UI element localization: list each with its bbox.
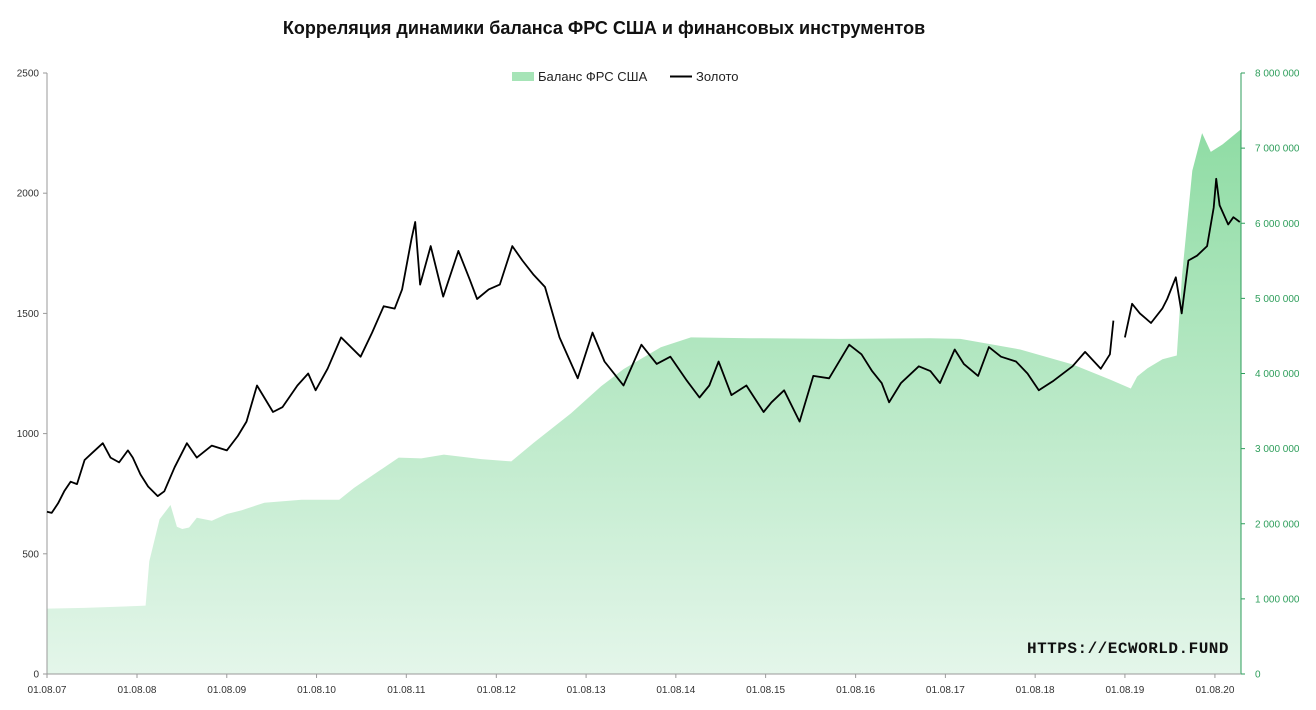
balance-area xyxy=(47,129,1241,675)
right-tick-label: 3 000 000 xyxy=(1255,444,1300,455)
x-tick-label: 01.08.12 xyxy=(477,685,516,696)
gold-line xyxy=(46,177,1241,514)
legend-swatch-balance xyxy=(512,72,534,81)
left-tick-label: 2000 xyxy=(17,189,40,200)
left-tick-label: 2500 xyxy=(17,69,40,80)
right-tick-label: 5 000 000 xyxy=(1255,294,1300,305)
right-tick-label: 7 000 000 xyxy=(1255,144,1300,155)
balance-area-series xyxy=(47,129,1241,675)
right-tick-label: 4 000 000 xyxy=(1255,369,1300,380)
legend-label-balance: Баланс ФРС США xyxy=(538,69,648,84)
x-tick-label: 01.08.09 xyxy=(207,685,246,696)
right-tick-label: 8 000 000 xyxy=(1255,69,1300,80)
left-tick-label: 0 xyxy=(33,670,39,681)
gold-line-series xyxy=(46,177,1241,514)
x-tick-label: 01.08.15 xyxy=(746,685,785,696)
x-tick-label: 01.08.20 xyxy=(1195,685,1234,696)
left-tick-label: 1500 xyxy=(17,309,40,320)
x-tick-label: 01.08.17 xyxy=(926,685,965,696)
x-tick-label: 01.08.07 xyxy=(28,685,67,696)
x-tick-label: 01.08.10 xyxy=(297,685,336,696)
legend-label-gold: Золото xyxy=(696,69,739,84)
right-tick-label: 0 xyxy=(1255,670,1261,681)
axes: 0 500 1000 1500 2000 2500 0 1 000 000 2 000 000 3… xyxy=(17,69,1300,697)
x-tick-label: 01.08.13 xyxy=(567,685,606,696)
watermark: HTTPS://ECWORLD.FUND xyxy=(1027,640,1229,658)
x-tick-label: 01.08.14 xyxy=(656,685,695,696)
x-tick-label: 01.08.11 xyxy=(387,685,426,696)
x-tick-label: 01.08.19 xyxy=(1105,685,1144,696)
x-tick-label: 01.08.08 xyxy=(118,685,157,696)
right-tick-label: 1 000 000 xyxy=(1255,594,1300,605)
legend: Баланс ФРС США Золото xyxy=(512,69,739,84)
left-tick-label: 1000 xyxy=(17,429,40,440)
x-tick-label: 01.08.16 xyxy=(836,685,875,696)
left-tick-label: 500 xyxy=(22,549,39,560)
chart-title: Корреляция динамики баланса ФРС США и фи… xyxy=(283,18,925,38)
x-tick-label: 01.08.18 xyxy=(1016,685,1055,696)
right-tick-label: 6 000 000 xyxy=(1255,219,1300,230)
right-tick-label: 2 000 000 xyxy=(1255,519,1300,530)
